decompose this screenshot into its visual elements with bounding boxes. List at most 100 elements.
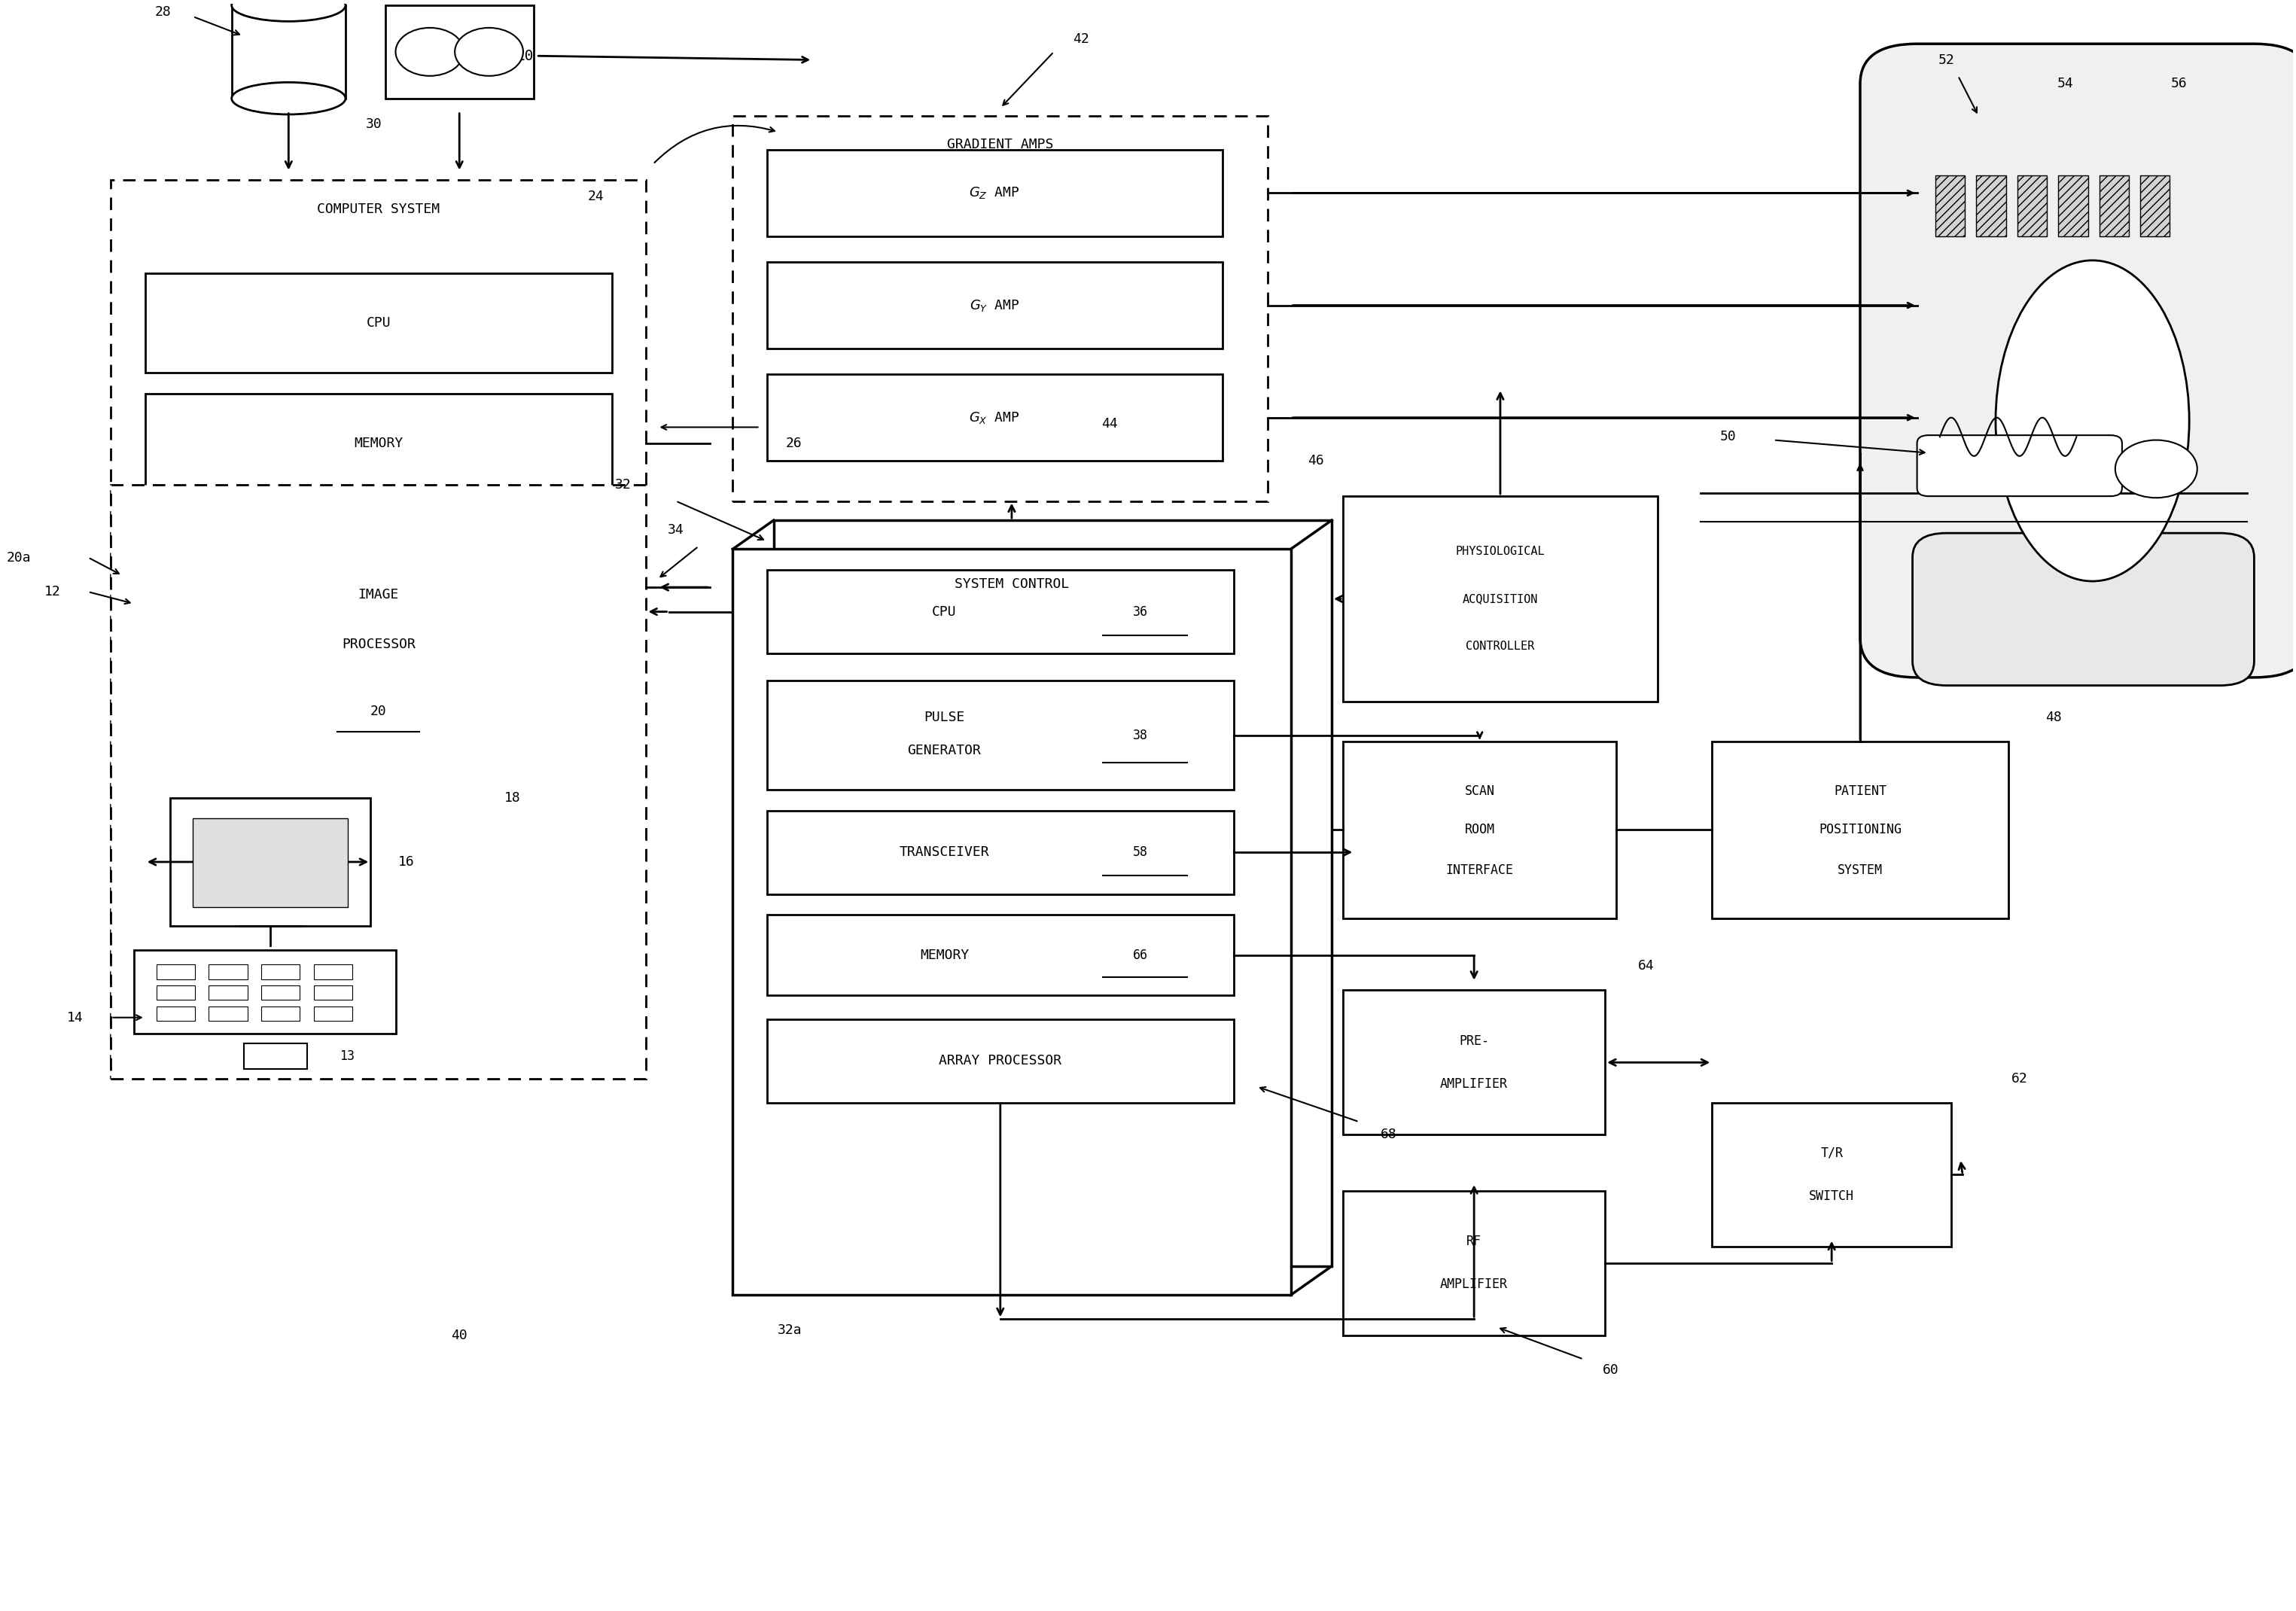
Text: 28: 28	[156, 5, 172, 18]
Bar	[774, 520, 1332, 1266]
Ellipse shape	[232, 0, 344, 21]
Bar	[767, 374, 1221, 461]
Text: $G_X$ AMP: $G_X$ AMP	[969, 411, 1019, 425]
FancyBboxPatch shape	[1913, 533, 2255, 685]
Bar	[2018, 176, 2046, 237]
FancyBboxPatch shape	[1917, 435, 2122, 496]
Text: 44: 44	[1102, 417, 1118, 430]
Bar	[1343, 1191, 1605, 1336]
Bar	[2140, 176, 2170, 237]
Text: 32a: 32a	[778, 1324, 801, 1337]
Bar	[767, 1020, 1233, 1102]
Text: 26: 26	[785, 437, 801, 449]
Text: ARRAY PROCESSOR: ARRAY PROCESSOR	[939, 1054, 1061, 1068]
Bar	[209, 1007, 248, 1021]
Text: PHYSIOLOGICAL: PHYSIOLOGICAL	[1456, 546, 1545, 557]
Bar	[193, 818, 347, 907]
Bar	[315, 986, 351, 1000]
Text: 16: 16	[397, 855, 413, 868]
Text: CPU: CPU	[932, 604, 957, 619]
Text: PATIENT: PATIENT	[1835, 785, 1887, 797]
Bar	[732, 549, 1290, 1295]
Text: 62: 62	[2011, 1071, 2027, 1086]
Text: CPU: CPU	[367, 316, 390, 330]
Text: SYSTEM: SYSTEM	[1837, 863, 1883, 878]
Text: $G_Y$ AMP: $G_Y$ AMP	[969, 298, 1019, 313]
Text: PROCESSOR: PROCESSOR	[342, 638, 416, 651]
Text: 60: 60	[1603, 1363, 1619, 1377]
Circle shape	[395, 27, 464, 76]
Bar	[232, 5, 344, 98]
Bar	[732, 116, 1267, 501]
Bar	[145, 525, 613, 773]
Bar	[1343, 496, 1658, 701]
Text: 18: 18	[505, 791, 521, 804]
Text: INTERFACE: INTERFACE	[1446, 863, 1513, 878]
Text: MEMORY: MEMORY	[354, 437, 404, 449]
Text: SYSTEM CONTROL: SYSTEM CONTROL	[955, 578, 1070, 591]
Bar	[1343, 741, 1616, 918]
Text: AMPLIFIER: AMPLIFIER	[1440, 1278, 1508, 1292]
Text: T/R: T/R	[1821, 1147, 1844, 1160]
Bar	[156, 986, 195, 1000]
Bar	[315, 965, 351, 979]
Bar	[1713, 1102, 1952, 1247]
Text: 13: 13	[340, 1049, 354, 1063]
Bar	[262, 1007, 301, 1021]
Bar	[1713, 741, 2009, 918]
Text: 50: 50	[1720, 430, 1736, 443]
Text: MEMORY: MEMORY	[921, 949, 969, 962]
Text: IMAGE: IMAGE	[358, 588, 400, 601]
Text: 14: 14	[67, 1010, 83, 1025]
Text: TRANSCEIVER: TRANSCEIVER	[900, 846, 990, 859]
Bar	[767, 810, 1233, 894]
Ellipse shape	[232, 82, 344, 114]
Bar	[145, 393, 613, 493]
Bar	[209, 965, 248, 979]
Bar	[2099, 176, 2128, 237]
Text: ACQUISITION: ACQUISITION	[1463, 593, 1538, 604]
Ellipse shape	[1995, 261, 2188, 582]
Bar	[209, 986, 248, 1000]
Bar	[1936, 176, 1965, 237]
Text: GENERATOR: GENERATOR	[907, 744, 980, 757]
Bar	[145, 274, 613, 372]
Bar	[110, 180, 645, 1078]
Text: SWITCH: SWITCH	[1809, 1189, 1855, 1203]
Text: 48: 48	[2046, 710, 2062, 725]
Text: 52: 52	[1938, 53, 1954, 66]
Bar	[133, 950, 395, 1034]
Text: 42: 42	[1072, 32, 1088, 45]
Bar	[1977, 176, 2007, 237]
Text: 46: 46	[1309, 454, 1325, 467]
Text: 54: 54	[2057, 77, 2073, 90]
Text: POSITIONING: POSITIONING	[1818, 823, 1901, 836]
Text: 32: 32	[615, 478, 631, 491]
Text: PULSE: PULSE	[923, 710, 964, 725]
Text: 34: 34	[668, 524, 684, 536]
Bar	[767, 263, 1221, 348]
Text: 66: 66	[1132, 949, 1148, 962]
Bar	[262, 986, 301, 1000]
Bar	[1343, 991, 1605, 1134]
Bar	[2057, 176, 2087, 237]
Circle shape	[455, 27, 523, 76]
Circle shape	[2115, 440, 2197, 498]
Bar	[767, 570, 1233, 654]
Bar	[262, 965, 301, 979]
Text: 36: 36	[1132, 604, 1148, 619]
Text: SCAN: SCAN	[1465, 785, 1495, 797]
Text: 12: 12	[44, 585, 60, 599]
Bar	[110, 485, 645, 1078]
Text: AMPLIFIER: AMPLIFIER	[1440, 1078, 1508, 1091]
Text: 24: 24	[588, 190, 604, 203]
Bar	[767, 915, 1233, 996]
Bar	[243, 1044, 308, 1068]
Text: 20: 20	[370, 704, 386, 719]
Bar	[156, 965, 195, 979]
Text: 64: 64	[1637, 960, 1653, 973]
Bar	[767, 681, 1233, 789]
FancyBboxPatch shape	[1860, 43, 2296, 678]
Text: 20a: 20a	[7, 551, 32, 564]
Text: GRADIENT AMPS: GRADIENT AMPS	[946, 139, 1054, 151]
